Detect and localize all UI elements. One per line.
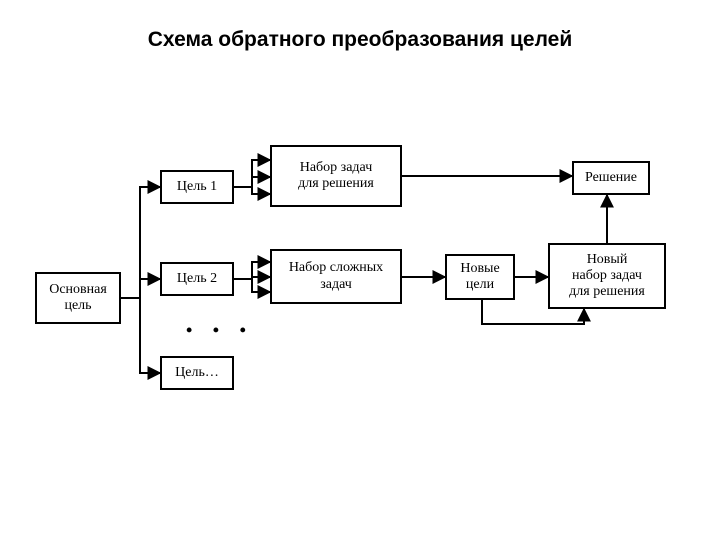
edge-1 [121,279,160,298]
ellipsis-dots: • • • [186,320,254,341]
node-new-goals: Новыецели [445,254,515,300]
edge-8 [234,279,270,292]
node-new-task-set: Новыйнабор задачдля решения [548,243,666,309]
edge-2 [121,298,160,373]
diagram-canvas: Основнаяцель Цель 1 Цель 2 Цель… Набор задач… [0,0,720,540]
node-hard-task-set: Набор сложныхзадач [270,249,402,304]
node-goal1: Цель 1 [160,170,234,204]
node-goal2: Цель 2 [160,262,234,296]
node-goal-n: Цель… [160,356,234,390]
node-solution: Решение [572,161,650,195]
node-main-goal: Основнаяцель [35,272,121,324]
node-task-set: Набор задачдля решения [270,145,402,207]
edge-4 [234,177,270,187]
edge-5 [234,187,270,194]
